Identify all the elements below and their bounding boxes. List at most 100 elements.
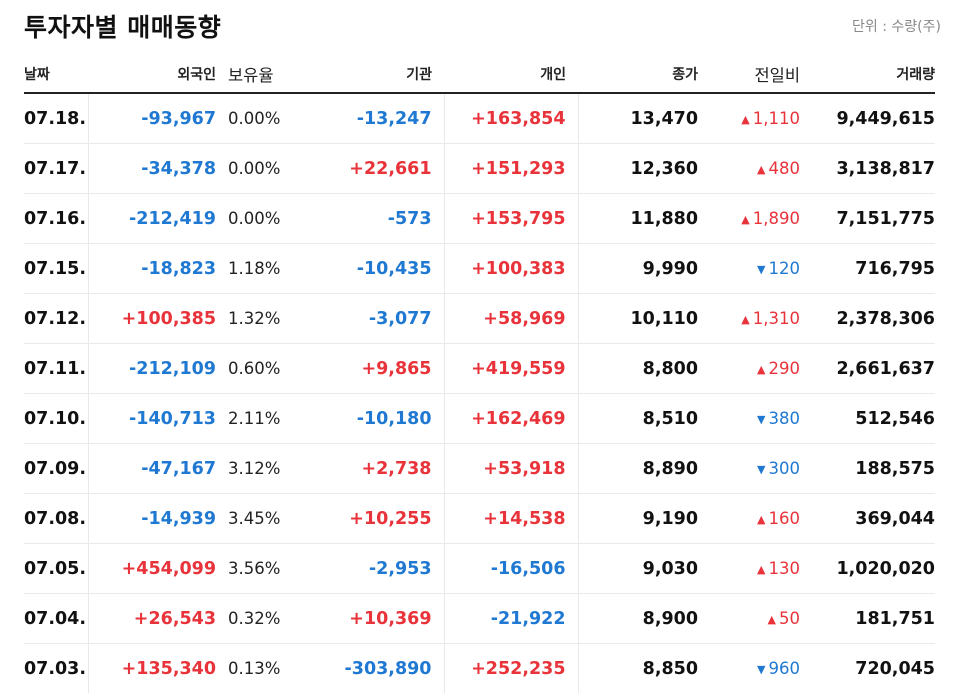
cell-individual: -16,506 (444, 544, 578, 594)
cell-close-price: 13,470 (578, 93, 698, 144)
cell-holding-ratio: 3.12% (228, 444, 295, 494)
header-institution: 기관 (295, 55, 444, 93)
change-value: 120 (769, 259, 801, 278)
cell-foreign: -34,378 (88, 144, 228, 194)
cell-foreign: -212,419 (88, 194, 228, 244)
cell-volume: 716,795 (800, 244, 935, 294)
cell-close-price: 9,190 (578, 494, 698, 544)
cell-volume: 1,020,020 (800, 544, 935, 594)
change-value: 300 (769, 459, 801, 478)
cell-foreign: +100,385 (88, 294, 228, 344)
cell-close-price: 12,360 (578, 144, 698, 194)
cell-holding-ratio: 1.32% (228, 294, 295, 344)
change-value: 380 (769, 409, 801, 428)
triangle-down-icon: ▼ (757, 463, 765, 476)
cell-change: ▲1,890 (698, 194, 800, 244)
change-value: 50 (779, 609, 800, 628)
cell-individual: +100,383 (444, 244, 578, 294)
cell-institution: -10,435 (295, 244, 444, 294)
change-value: 130 (769, 559, 801, 578)
triangle-up-icon: ▲ (768, 613, 776, 626)
cell-institution: +22,661 (295, 144, 444, 194)
cell-volume: 2,378,306 (800, 294, 935, 344)
cell-change: ▼ 120 (698, 244, 800, 294)
cell-institution: -573 (295, 194, 444, 244)
cell-close-price: 9,030 (578, 544, 698, 594)
cell-close-price: 8,850 (578, 644, 698, 693)
cell-volume: 720,045 (800, 644, 935, 693)
cell-individual: +153,795 (444, 194, 578, 244)
cell-volume: 7,151,775 (800, 194, 935, 244)
cell-change: ▼960 (698, 644, 800, 693)
cell-individual: +163,854 (444, 93, 578, 144)
cell-individual: +53,918 (444, 444, 578, 494)
cell-individual: +162,469 (444, 394, 578, 444)
triangle-up-icon: ▲ (757, 363, 765, 376)
cell-holding-ratio: 0.32% (228, 594, 295, 644)
cell-close-price: 8,800 (578, 344, 698, 394)
cell-date: 07.08. (24, 494, 88, 544)
cell-close-price: 8,900 (578, 594, 698, 644)
cell-volume: 9,449,615 (800, 93, 935, 144)
cell-change: ▲50 (698, 594, 800, 644)
change-value: 960 (769, 659, 801, 678)
triangle-up-icon: ▲ (741, 213, 749, 226)
cell-date: 07.17. (24, 144, 88, 194)
cell-date: 07.09. (24, 444, 88, 494)
cell-foreign: -47,167 (88, 444, 228, 494)
cell-date: 07.18. (24, 93, 88, 144)
cell-close-price: 11,880 (578, 194, 698, 244)
cell-date: 07.12. (24, 294, 88, 344)
triangle-down-icon: ▼ (757, 263, 765, 276)
cell-holding-ratio: 1.18% (228, 244, 295, 294)
cell-institution: -3,077 (295, 294, 444, 344)
cell-date: 07.10. (24, 394, 88, 444)
triangle-up-icon: ▲ (757, 513, 765, 526)
cell-close-price: 8,510 (578, 394, 698, 444)
triangle-up-icon: ▲ (741, 313, 749, 326)
cell-change: ▼380 (698, 394, 800, 444)
cell-foreign: +135,340 (88, 644, 228, 693)
cell-change: ▲ 160 (698, 494, 800, 544)
cell-holding-ratio: 0.00% (228, 194, 295, 244)
cell-institution: +9,865 (295, 344, 444, 394)
header-holding-ratio: 보유율 (228, 55, 295, 93)
cell-foreign: -93,967 (88, 93, 228, 144)
cell-volume: 181,751 (800, 594, 935, 644)
cell-date: 07.16. (24, 194, 88, 244)
page-title: 투자자별 매매동향 (24, 8, 221, 44)
cell-individual: +151,293 (444, 144, 578, 194)
cell-date: 07.04. (24, 594, 88, 644)
change-value: 290 (769, 359, 801, 378)
cell-institution: -10,180 (295, 394, 444, 444)
cell-date: 07.03. (24, 644, 88, 693)
cell-individual: +419,559 (444, 344, 578, 394)
change-value: 480 (769, 159, 801, 178)
cell-foreign: -18,823 (88, 244, 228, 294)
header-individual: 개인 (444, 55, 578, 93)
change-value: 160 (769, 509, 801, 528)
unit-label: 단위 : 수량(주) (852, 16, 941, 36)
cell-institution: -2,953 (295, 544, 444, 594)
cell-holding-ratio: 0.13% (228, 644, 295, 693)
cell-change: ▲1,110 (698, 93, 800, 144)
cell-volume: 2,661,637 (800, 344, 935, 394)
change-value: 1,310 (753, 309, 800, 328)
cell-holding-ratio: 0.60% (228, 344, 295, 394)
cell-institution: +10,255 (295, 494, 444, 544)
cell-change: ▼ 300 (698, 444, 800, 494)
cell-volume: 3,138,817 (800, 144, 935, 194)
cell-foreign: -140,713 (88, 394, 228, 444)
cell-individual: +14,538 (444, 494, 578, 544)
